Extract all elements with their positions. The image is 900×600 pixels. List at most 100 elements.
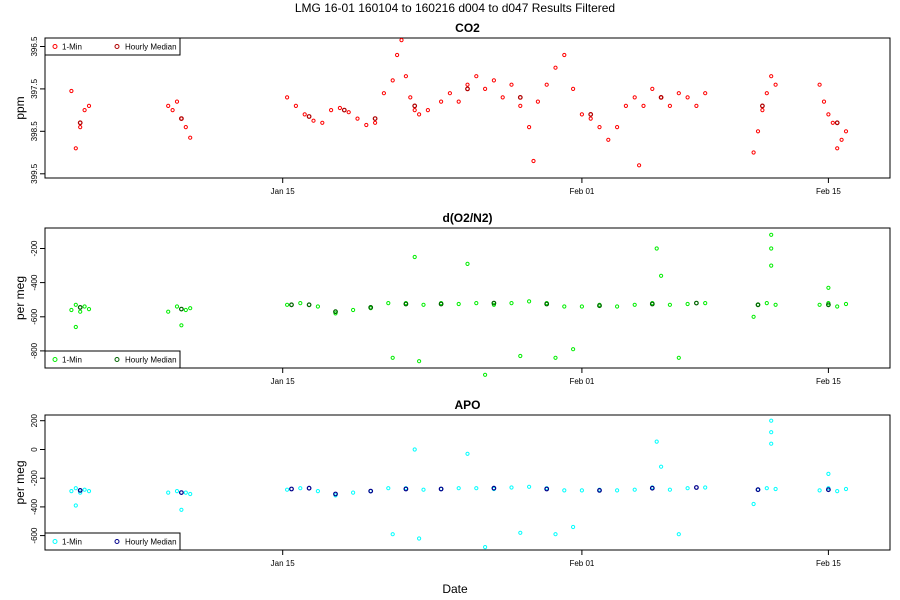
data-point-1min	[755, 129, 761, 134]
data-point-hourly	[517, 94, 523, 100]
data-point-1min	[78, 309, 83, 314]
data-point-1min	[769, 246, 774, 251]
data-point-1min	[188, 306, 193, 311]
data-point-1min	[351, 490, 356, 495]
plot-frame	[44, 37, 891, 179]
data-point-1min	[667, 302, 673, 307]
y-tick-label: 399.5	[30, 163, 39, 184]
data-point-1min	[82, 304, 87, 309]
data-point-1min	[751, 314, 756, 319]
data-point-1min	[315, 304, 320, 309]
data-point-1min	[166, 309, 171, 314]
data-point-1min	[474, 74, 479, 79]
data-point-1min	[839, 137, 844, 142]
data-point-1min	[179, 507, 184, 512]
data-point-1min	[78, 125, 83, 130]
data-point-1min	[615, 304, 620, 309]
panel-title: d(O2/N2)	[442, 211, 492, 225]
data-point-1min	[685, 301, 690, 307]
y-tick-label: -200	[30, 470, 39, 487]
data-point-1min	[364, 122, 369, 128]
data-point-1min	[412, 254, 417, 260]
data-point-1min	[183, 490, 188, 495]
data-point-hourly	[341, 107, 347, 113]
data-point-1min	[183, 125, 188, 130]
data-point-1min	[166, 490, 171, 495]
y-axis-label: per meg	[13, 276, 27, 320]
data-point-1min	[571, 524, 576, 530]
data-point-1min	[390, 78, 395, 83]
data-point-hourly	[491, 485, 497, 491]
data-point-1min	[579, 304, 585, 309]
data-point-1min	[346, 110, 351, 115]
data-point-1min	[381, 91, 386, 96]
y-tick-label: 396.5	[30, 36, 39, 57]
x-axis-label: Date	[442, 582, 468, 596]
y-tick-label: -200	[30, 240, 39, 257]
data-point-1min	[73, 146, 78, 151]
data-point-1min	[751, 150, 756, 155]
legend: 1-Min Hourly Median	[44, 532, 181, 551]
legend-label-1min: 1-Min	[62, 538, 82, 547]
legend-label-hourly: Hourly Median	[125, 538, 177, 547]
data-point-1min	[82, 108, 87, 113]
data-point-1min	[412, 108, 417, 113]
data-point-1min	[764, 301, 769, 306]
data-point-1min	[298, 301, 303, 306]
y-tick-label: 397.5	[30, 78, 39, 99]
data-point-1min	[830, 120, 835, 125]
data-point-hourly	[826, 302, 831, 308]
data-point-1min	[751, 501, 756, 507]
data-point-1min	[69, 489, 74, 494]
data-point-1min	[351, 307, 356, 313]
data-point-1min	[667, 487, 673, 492]
data-point-hourly	[77, 488, 83, 493]
data-point-1min	[417, 112, 422, 117]
legend-label-hourly: Hourly Median	[125, 356, 177, 365]
data-point-1min	[188, 135, 193, 140]
legend-marker-hourly	[114, 357, 120, 362]
legend-label-1min: 1-Min	[62, 356, 82, 365]
legend-label-hourly: Hourly Median	[125, 43, 177, 52]
x-tick-label: Feb 15	[816, 559, 841, 568]
data-point-1min	[553, 532, 558, 537]
y-tick-label: -600	[30, 527, 39, 544]
data-point-1min	[285, 487, 290, 492]
data-point-1min	[703, 91, 708, 96]
data-point-1min	[293, 103, 298, 109]
data-point-hourly	[694, 300, 699, 306]
data-point-1min	[773, 302, 778, 307]
data-point-1min	[179, 323, 184, 328]
data-point-hourly	[306, 114, 312, 119]
data-point-1min	[518, 353, 523, 359]
data-point-1min	[421, 302, 426, 307]
data-point-1min	[78, 490, 83, 495]
data-point-1min	[425, 108, 430, 113]
data-point-1min	[183, 307, 188, 313]
data-point-1min	[82, 487, 87, 492]
data-point-hourly	[372, 116, 378, 121]
panel-2: d(O2/N2) per meg Jan 15 Feb 01 Feb 15 -800 -60…	[13, 211, 891, 386]
data-point-1min	[403, 74, 408, 79]
data-point-1min	[188, 491, 193, 497]
data-point-hourly	[178, 306, 184, 312]
data-point-1min	[447, 91, 452, 96]
data-point-hourly	[289, 486, 294, 492]
data-point-1min	[474, 301, 479, 306]
data-point-1min	[615, 488, 620, 493]
data-point-1min	[571, 86, 576, 92]
data-point-1min	[821, 99, 827, 104]
data-point-1min	[562, 304, 567, 309]
legend-marker-1min	[52, 357, 58, 362]
data-point-1min	[826, 471, 831, 476]
data-point-1min	[399, 38, 404, 43]
data-point-1min	[685, 486, 690, 491]
data-point-hourly	[306, 302, 312, 308]
data-point-1min	[769, 74, 774, 79]
data-point-1min	[641, 103, 646, 109]
data-point-1min	[509, 301, 514, 306]
data-point-1min	[606, 137, 611, 142]
data-point-1min	[817, 302, 822, 307]
data-point-hourly	[491, 300, 497, 306]
data-point-hourly	[649, 485, 655, 491]
